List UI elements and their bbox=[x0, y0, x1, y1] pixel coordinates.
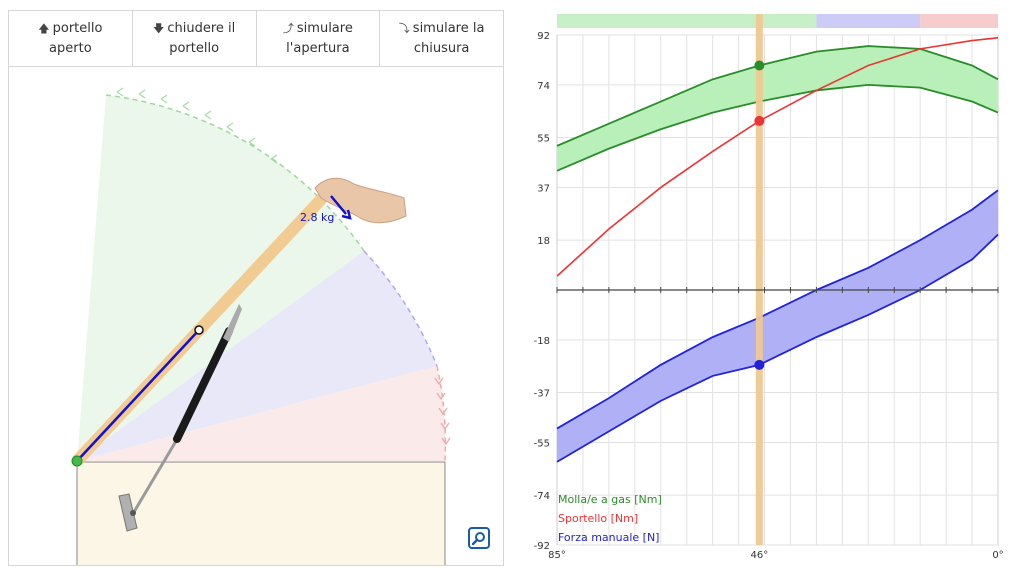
x-tick-label: 85° bbox=[548, 550, 566, 561]
series-band-fill-0 bbox=[557, 46, 998, 171]
top-band-segment-2 bbox=[920, 14, 998, 28]
curved-arrow-down-icon: ⤵ bbox=[398, 21, 410, 35]
chart-panel: 92 74 55 37 18 -18 -37 -55 -74 -92 85° 46° 0° Molla/… bbox=[520, 0, 1024, 579]
series-lower-line-2 bbox=[556, 233, 999, 463]
toolbar: 🡅 portello aperto 🡇 chiudere il portello ⤴ si… bbox=[9, 11, 503, 67]
y-tick-label: 37 bbox=[537, 183, 550, 194]
close-door-button[interactable]: 🡇 chiudere il portello bbox=[133, 11, 257, 66]
gas-spring-cylinder bbox=[173, 327, 233, 443]
series-layer bbox=[556, 36, 999, 463]
y-tick-label: 74 bbox=[537, 81, 550, 92]
mount-bracket bbox=[118, 493, 138, 532]
y-tick-label: -37 bbox=[534, 389, 550, 400]
green-arc bbox=[105, 94, 365, 252]
force-label: 2.8 kg bbox=[300, 211, 334, 224]
zoom-button[interactable] bbox=[468, 527, 490, 549]
green-sector bbox=[77, 95, 364, 461]
gas-spring-rod bbox=[129, 435, 181, 518]
door-scene: 2.8 kg bbox=[71, 87, 451, 565]
red-arrowheads bbox=[434, 377, 451, 446]
y-tick-label: -92 bbox=[534, 541, 550, 552]
magnifier-icon bbox=[472, 532, 485, 545]
lever-arm-line bbox=[76, 329, 200, 462]
legend-entry-1: Sportello [Nm] bbox=[558, 512, 638, 525]
legend: Molla/e a gas [Nm] Sportello [Nm] Forza ma… bbox=[558, 493, 662, 544]
green-arrowheads bbox=[116, 87, 278, 164]
force-arrowhead bbox=[341, 209, 352, 220]
simulation-panel: 🡅 portello aperto 🡇 chiudere il portello ⤴ si… bbox=[8, 10, 504, 566]
x-tick-label: 0° bbox=[992, 550, 1003, 561]
series-upper-line-2 bbox=[556, 189, 999, 430]
x-tick-label: 46° bbox=[750, 550, 768, 561]
marker-layer bbox=[754, 60, 765, 370]
y-tick-label: 92 bbox=[537, 31, 550, 42]
y-tick-label: -74 bbox=[534, 491, 550, 502]
simulate-closing-button[interactable]: ⤵ simulare la chiusura bbox=[398, 20, 485, 56]
series-marker-0 bbox=[754, 60, 765, 71]
top-band-segment-1 bbox=[816, 14, 921, 28]
spring-pivot bbox=[194, 325, 204, 335]
series-lower-line-0 bbox=[556, 83, 999, 172]
series-upper-line-0 bbox=[556, 45, 999, 147]
curved-arrow-up-icon: ⤴ bbox=[282, 21, 294, 35]
y-tick-label: 18 bbox=[537, 236, 550, 247]
series-marker-2 bbox=[754, 359, 765, 370]
angle-cursor bbox=[755, 14, 763, 545]
hinge-pivot bbox=[71, 455, 83, 467]
series-line-1 bbox=[556, 36, 999, 277]
legend-entry-0: Molla/e a gas [Nm] bbox=[558, 493, 662, 506]
hand-icon bbox=[314, 177, 407, 224]
simulate-opening-button[interactable]: ⤴ simulare l'apertura bbox=[257, 11, 381, 66]
top-band bbox=[557, 14, 998, 28]
arrow-down-icon: 🡇 bbox=[153, 21, 165, 35]
legend-entry-2: Forza manuale [N] bbox=[558, 531, 659, 544]
mount-bolt bbox=[130, 510, 136, 516]
top-band-segment-0 bbox=[557, 14, 817, 28]
y-tick-label: 55 bbox=[537, 134, 550, 145]
blue-sector bbox=[77, 251, 437, 461]
force-arrow bbox=[330, 195, 347, 215]
series-marker-1 bbox=[754, 115, 765, 126]
gas-spring-end bbox=[223, 304, 242, 342]
cabinet bbox=[76, 461, 446, 565]
cursor-layer bbox=[755, 14, 763, 545]
red-sector bbox=[77, 366, 446, 461]
y-tick-label: -55 bbox=[534, 438, 550, 449]
blue-arc bbox=[363, 250, 438, 367]
open-door-button[interactable]: 🡅 portello aperto bbox=[9, 11, 133, 66]
y-tick-label: -18 bbox=[534, 336, 550, 347]
arrow-up-icon: 🡅 bbox=[38, 21, 50, 35]
